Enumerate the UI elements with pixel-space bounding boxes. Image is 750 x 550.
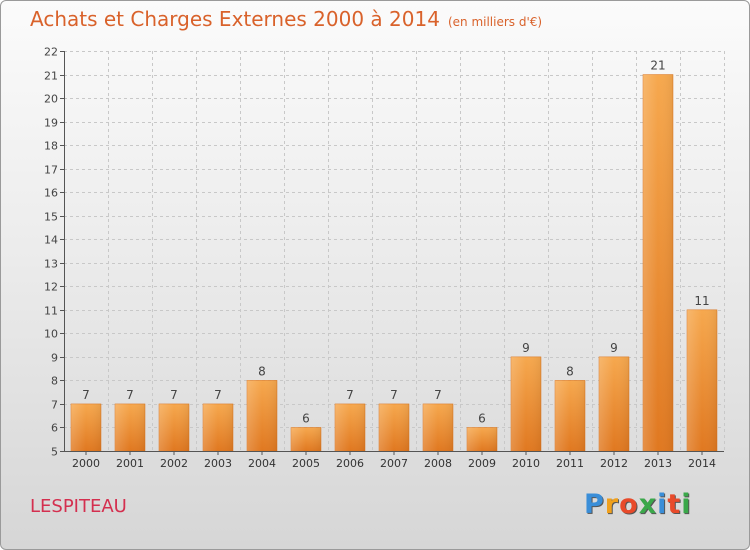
- bar: [158, 403, 190, 452]
- bar-value-label: 6: [302, 411, 310, 425]
- y-tick-label: 12: [44, 281, 58, 294]
- x-tick-label: 2012: [600, 457, 628, 470]
- logo-letter: x: [638, 489, 658, 520]
- x-tick-label: 2003: [204, 457, 232, 470]
- bar: [510, 356, 542, 452]
- proxiti-logo[interactable]: Proxiti: [584, 489, 692, 520]
- bar-value-label: 9: [610, 341, 618, 355]
- x-tick-label: 2011: [556, 457, 584, 470]
- bar: [114, 403, 146, 452]
- bar-value-label: 11: [694, 294, 709, 308]
- bar: [422, 403, 454, 452]
- y-tick-label: 20: [44, 93, 58, 106]
- y-tick-label: 21: [44, 70, 58, 83]
- bar-value-label: 9: [522, 341, 530, 355]
- bar-value-label: 7: [126, 388, 134, 402]
- bar-value-label: 7: [346, 388, 354, 402]
- place-name: LESPITEAU: [30, 496, 127, 517]
- x-tick-label: 2001: [116, 457, 144, 470]
- bar: [202, 403, 234, 452]
- bar: [598, 356, 630, 452]
- y-tick-label: 10: [44, 328, 58, 341]
- bar: [466, 427, 498, 452]
- logo-letter: t: [667, 489, 682, 520]
- x-tick-label: 2008: [424, 457, 452, 470]
- y-tick-label: 5: [51, 446, 58, 459]
- chart-title: Achats et Charges Externes 2000 à 2014 (e…: [30, 7, 542, 31]
- y-tick-label: 18: [44, 140, 58, 153]
- y-tick-label: 11: [44, 305, 58, 318]
- bar: [642, 74, 674, 452]
- bar-value-label: 8: [566, 364, 574, 378]
- y-tick-label: 16: [44, 187, 58, 200]
- bar-value-label: 7: [82, 388, 90, 402]
- y-tick-label: 19: [44, 117, 58, 130]
- bar-value-label: 7: [390, 388, 398, 402]
- x-tick-label: 2005: [292, 457, 320, 470]
- y-tick-label: 13: [44, 258, 58, 271]
- x-tick-label: 2004: [248, 457, 276, 470]
- logo-letter: i: [657, 489, 668, 520]
- bar: [554, 380, 586, 452]
- bar-value-label: 6: [478, 411, 486, 425]
- chart-title-text: Achats et Charges Externes 2000 à 2014: [30, 7, 440, 31]
- y-tick-label: 9: [51, 352, 58, 365]
- x-tick-label: 2006: [336, 457, 364, 470]
- logo-letter: r: [604, 489, 620, 520]
- bar-value-label: 7: [434, 388, 442, 402]
- bar: [378, 403, 410, 452]
- y-tick-label: 6: [51, 422, 58, 435]
- bar-value-label: 7: [170, 388, 178, 402]
- bar-value-label: 7: [214, 388, 222, 402]
- x-tick-label: 2009: [468, 457, 496, 470]
- chart-subtitle: (en milliers d'€): [447, 15, 543, 29]
- y-tick-label: 14: [44, 234, 58, 247]
- x-tick-label: 2000: [72, 457, 100, 470]
- y-tick-label: 15: [44, 211, 58, 224]
- y-tick-label: 17: [44, 164, 58, 177]
- y-tick-label: 7: [51, 399, 58, 412]
- logo-letter: P: [584, 489, 605, 520]
- bar-value-label: 8: [258, 364, 266, 378]
- bar: [686, 309, 718, 452]
- x-tick-label: 2007: [380, 457, 408, 470]
- x-tick-label: 2013: [644, 457, 672, 470]
- bar: [290, 427, 322, 452]
- y-tick-label: 8: [51, 375, 58, 388]
- x-tick-label: 2010: [512, 457, 540, 470]
- logo-letter: i: [681, 489, 692, 520]
- bar: [70, 403, 102, 452]
- x-tick-label: 2014: [688, 457, 716, 470]
- bar-value-label: 21: [650, 59, 665, 73]
- x-tick-label: 2002: [160, 457, 188, 470]
- logo-letter: o: [619, 489, 639, 520]
- bar: [334, 403, 366, 452]
- bar: [246, 380, 278, 452]
- y-tick-label: 22: [44, 46, 58, 59]
